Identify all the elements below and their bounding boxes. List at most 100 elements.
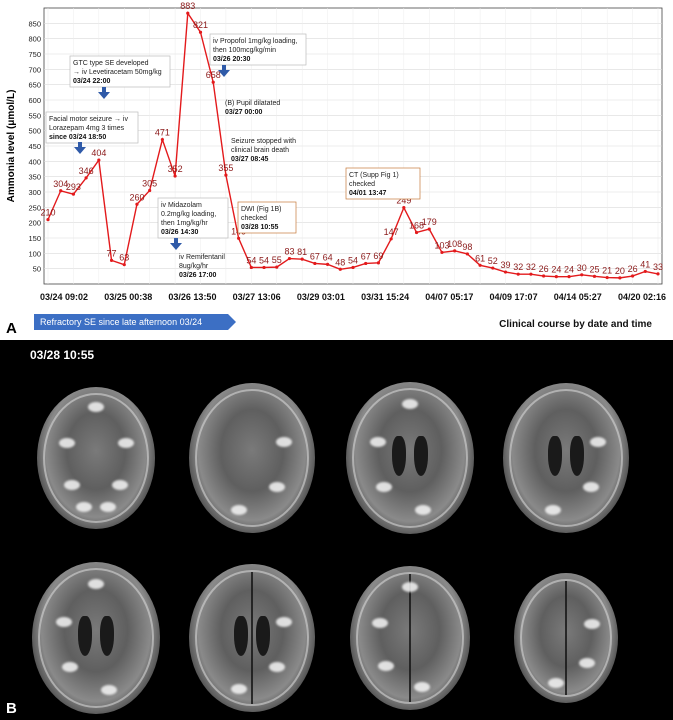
annotation-arrow-stem [102, 87, 106, 92]
data-label: 67 [310, 251, 320, 261]
annotation-arrow [74, 147, 86, 154]
annotation-text: CT (Supp Fig 1) [349, 172, 399, 179]
data-label: 821 [193, 20, 208, 30]
data-point [389, 237, 393, 241]
data-label: 63 [119, 253, 129, 263]
diffusion-restriction-spot [589, 437, 606, 447]
annotation-arrow [170, 243, 182, 250]
data-point [173, 174, 177, 178]
annotation-text: 0.2mg/kg loading, [161, 211, 216, 218]
diffusion-restriction-spot [275, 437, 292, 447]
data-label: 64 [323, 252, 333, 262]
data-label: 67 [361, 251, 371, 261]
data-label: 404 [91, 148, 106, 158]
ann-seizure-stop: Seizure stopped with clinical brain death… [231, 138, 296, 163]
data-point [186, 11, 190, 15]
diffusion-restriction-spot [269, 661, 286, 672]
annotation-arrow-stem [174, 238, 178, 243]
cortical-rim [195, 570, 309, 706]
y-tick-label: 650 [28, 81, 41, 90]
ann-propofol: iv Propofol 1mg/kg loading, then 100mcg/k… [209, 33, 307, 77]
data-label: 24 [564, 265, 574, 275]
annotation-text: iv Remifentanil [179, 254, 225, 261]
diffusion-restriction-spot [99, 501, 116, 512]
annotation-text: DWI (Fig 1B) [241, 206, 281, 213]
data-point [160, 137, 164, 142]
data-label: 55 [272, 255, 282, 265]
data-point [440, 250, 444, 255]
diffusion-restriction-spot [231, 504, 248, 515]
data-label: 39 [500, 260, 510, 270]
y-tick-label: 100 [28, 249, 41, 258]
data-point [325, 262, 330, 266]
data-label: 305 [142, 178, 157, 188]
diffusion-restriction-spot [111, 480, 128, 491]
cortical-rim [352, 388, 468, 528]
ventricle [548, 436, 562, 476]
data-point [643, 269, 647, 274]
dwi-slice [32, 562, 160, 714]
data-label: 147 [384, 227, 399, 237]
data-point [46, 218, 50, 222]
annotation-text: iv Propofol 1mg/kg loading, [213, 38, 297, 45]
annotation-arrow-stem [78, 142, 82, 147]
data-point [262, 265, 266, 270]
data-point [605, 275, 609, 280]
data-point [567, 275, 571, 279]
y-tick-label: 850 [28, 19, 41, 28]
data-label: 26 [539, 264, 549, 274]
annotation-text: checked [349, 181, 375, 188]
annotation-time: since 03/24 18:50 [49, 134, 106, 141]
x-tick-label: 03/26 13:50 [168, 292, 216, 302]
data-point [84, 176, 88, 180]
y-tick-label: 500 [28, 127, 41, 136]
diffusion-restriction-spot [372, 617, 388, 628]
data-point [275, 265, 279, 269]
annotation-text: then 1mg/kg/hr [161, 220, 208, 227]
data-point [491, 266, 495, 270]
y-tick-label: 200 [28, 219, 41, 228]
annotation-time: 03/27 00:00 [225, 109, 262, 116]
data-label: 33 [653, 262, 663, 272]
annotation-box [69, 55, 171, 88]
data-point [376, 261, 381, 265]
data-point [237, 236, 241, 240]
x-tick-label: 03/27 13:06 [233, 292, 281, 302]
dwi-slice [37, 387, 155, 529]
diffusion-restriction-spot [578, 658, 595, 668]
midline [251, 572, 253, 704]
data-label: 352 [168, 164, 183, 174]
data-label: 52 [488, 256, 498, 266]
annotation-text: then 100mcg/kg/min [213, 47, 276, 54]
data-point [313, 261, 317, 266]
data-point [364, 261, 368, 266]
data-label: 32 [526, 262, 536, 272]
annotations: Facial motor seizure → iv Lorazepam 4mg 3… [45, 33, 421, 279]
annotation-box [345, 167, 421, 200]
data-point [427, 227, 431, 231]
data-label: 30 [577, 263, 587, 273]
data-label: 69 [373, 251, 383, 261]
y-tick-label: 350 [28, 173, 41, 182]
data-label: 25 [589, 264, 599, 274]
cortical-rim [43, 393, 149, 523]
annotation-time: 03/27 08:45 [231, 156, 268, 163]
data-label: 179 [422, 217, 437, 227]
ann-ct: CT (Supp Fig 1) checked 04/01 13:47 [345, 167, 421, 200]
dwi-slice [189, 564, 315, 712]
data-label: 81 [297, 247, 307, 257]
ammonia-line-chart: 50 100 150 200 250 300 350 400 450 500 550 600 650 70… [6, 1, 666, 330]
diffusion-restriction-spot [269, 482, 286, 492]
data-point [478, 263, 482, 267]
data-label: 103 [434, 240, 449, 250]
annotation-text: 8ug/kg/hr [179, 263, 209, 270]
data-point [135, 202, 139, 206]
data-point [414, 230, 419, 235]
data-label: 98 [462, 242, 472, 252]
data-point [97, 158, 101, 162]
data-label: 20 [615, 266, 625, 276]
ann-pupil: (B) Pupil dilatated 03/27 00:00 [225, 100, 280, 116]
data-label: 249 [396, 196, 411, 206]
data-point [300, 257, 304, 261]
